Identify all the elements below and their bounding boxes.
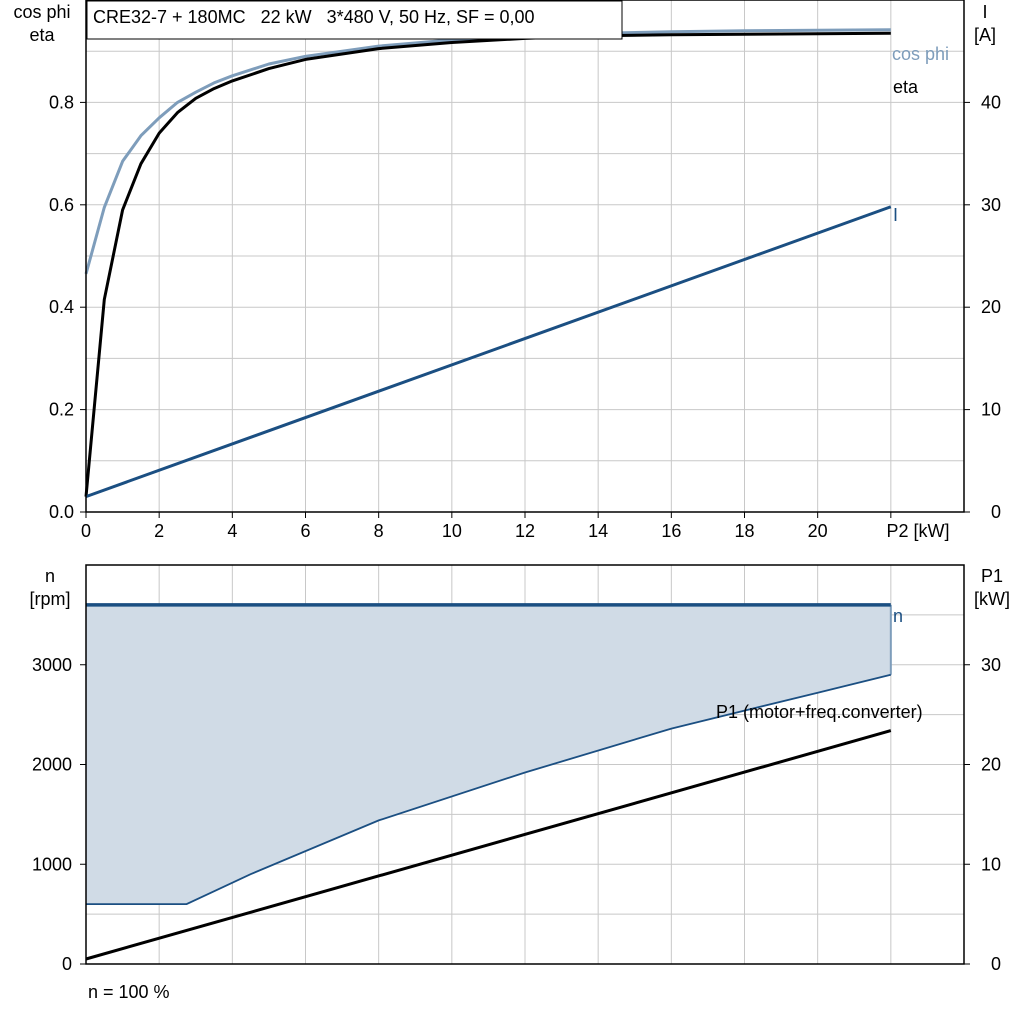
series-label-current: I (893, 205, 898, 225)
eta-line (84, 31, 891, 497)
top-y-right-tick-label: 20 (981, 297, 1001, 317)
bottom-right-axis-label-2: [kW] (974, 589, 1010, 609)
top-x-tick-label: 0 (81, 521, 91, 541)
top-chart-grid (80, 0, 970, 518)
bottom-y-right-tick-label: 0 (991, 954, 1001, 974)
top-y-left-tick-label: 0.0 (49, 502, 74, 522)
top-x-tick-label: 12 (515, 521, 535, 541)
min-speed-line (86, 673, 892, 905)
current-line (85, 205, 892, 499)
top-x-tick-label: 8 (374, 521, 384, 541)
bottom-y-right-tick-label: 30 (981, 655, 1001, 675)
top-x-tick-label: 14 (588, 521, 608, 541)
top-x-tick-label: 4 (227, 521, 237, 541)
top-chart-frame (85, 0, 965, 513)
top-right-axis-label-2: [A] (974, 25, 996, 45)
top-x-tick-label: 6 (300, 521, 310, 541)
top-x-tick-label: 16 (661, 521, 681, 541)
bottom-y-left-tick-label: 1000 (32, 854, 72, 874)
bottom-chart-frame (85, 564, 965, 965)
bottom-y-left-tick-label: 0 (62, 954, 72, 974)
bottom-y-left-tick-label: 3000 (32, 655, 72, 675)
chart-title: CRE32-7 + 180MC 22 kW 3*480 V, 50 Hz, SF… (93, 7, 535, 27)
top-x-tick-label: 10 (442, 521, 462, 541)
top-chart-series (84, 28, 892, 499)
top-right-axis-label-1: I (982, 2, 987, 22)
top-x-tick-label: 2 (154, 521, 164, 541)
top-y-left-tick-label: 0.2 (49, 400, 74, 420)
top-y-right-tick-label: 30 (981, 195, 1001, 215)
bottom-y-right-tick-label: 10 (981, 854, 1001, 874)
series-label-speed: n (893, 606, 903, 626)
top-y-right-tick-label: 40 (981, 92, 1001, 112)
chart-title-box (86, 0, 623, 40)
speed-note: n = 100 % (88, 982, 170, 1002)
bottom-y-left-tick-label: 2000 (32, 755, 72, 775)
speed-range-area (86, 604, 891, 905)
top-left-axis-label-1: cos phi (13, 2, 70, 22)
top-x-axis-label: P2 [kW] (886, 521, 949, 541)
bottom-y-right-tick-label: 20 (981, 755, 1001, 775)
series-label-cos-phi: cos phi (892, 44, 949, 64)
bottom-chart-series (85, 603, 892, 961)
top-y-right-tick-label: 0 (991, 502, 1001, 522)
top-left-axis-label-2: eta (29, 25, 55, 45)
p1-line (85, 729, 892, 961)
bottom-right-axis-label-1: P1 (981, 566, 1003, 586)
cos-phi-line (84, 28, 891, 275)
top-x-tick-label: 18 (734, 521, 754, 541)
top-y-left-tick-label: 0.8 (49, 92, 74, 112)
top-y-left-tick-label: 0.4 (49, 297, 74, 317)
top-y-left-tick-label: 0.6 (49, 195, 74, 215)
bottom-left-axis-label-2: [rpm] (29, 589, 70, 609)
top-x-tick-label: 20 (808, 521, 828, 541)
series-label-eta: eta (893, 77, 919, 97)
top-y-right-tick-label: 10 (981, 400, 1001, 420)
series-label-p1: P1 (motor+freq.converter) (716, 702, 923, 722)
bottom-left-axis-label-1: n (45, 566, 55, 586)
